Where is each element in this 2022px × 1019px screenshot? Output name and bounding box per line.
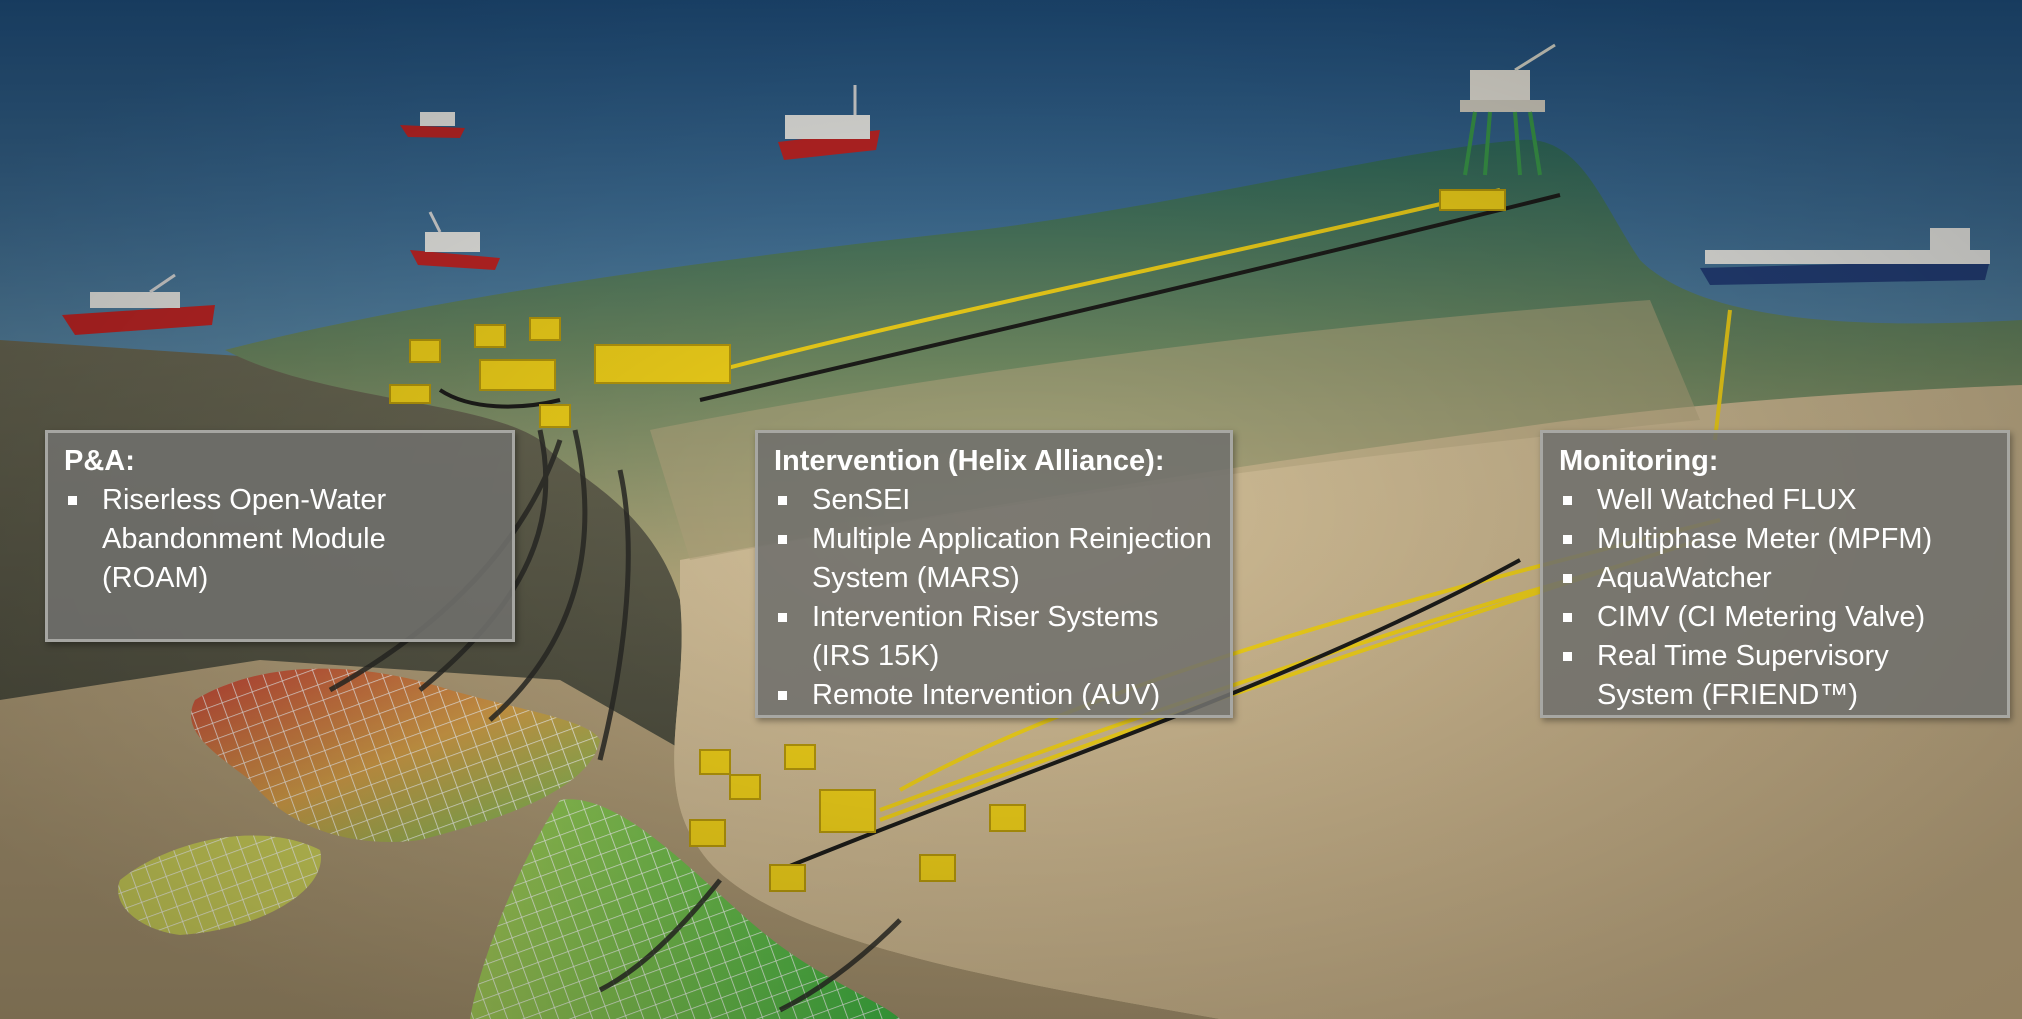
intervention-item-mars: Multiple Application Reinjection System … <box>774 520 1216 598</box>
monitoring-list: Well Watched FLUX Multiphase Meter (MPFM… <box>1559 481 1993 715</box>
monitoring-item-aquawatcher: AquaWatcher <box>1559 559 1993 598</box>
intervention-item-auv: Remote Intervention (AUV) <box>774 676 1216 715</box>
monitoring-item-cimv: CIMV (CI Metering Valve) <box>1559 598 1993 637</box>
pa-panel: P&A: Riserless Open-Water Abandonment Mo… <box>45 430 515 642</box>
pa-list: Riserless Open-Water Abandonment Module … <box>64 481 498 598</box>
pa-item-roam: Riserless Open-Water Abandonment Module … <box>64 481 498 598</box>
pa-title: P&A: <box>64 445 135 477</box>
intervention-list: SenSEI Multiple Application Reinjection … <box>774 481 1216 715</box>
monitoring-title: Monitoring: <box>1559 445 1719 477</box>
intervention-title: Intervention (Helix Alliance): <box>774 445 1165 477</box>
monitoring-item-friend: Real Time Supervisory System (FRIEND™) <box>1559 637 1993 715</box>
monitoring-panel: Monitoring: Well Watched FLUX Multiphase… <box>1540 430 2010 718</box>
intervention-item-sensei: SenSEI <box>774 481 1216 520</box>
monitoring-item-flux: Well Watched FLUX <box>1559 481 1993 520</box>
intervention-item-irs: Intervention Riser Systems (IRS 15K) <box>774 598 1216 676</box>
intervention-panel: Intervention (Helix Alliance): SenSEI Mu… <box>755 430 1233 718</box>
monitoring-item-mpfm: Multiphase Meter (MPFM) <box>1559 520 1993 559</box>
